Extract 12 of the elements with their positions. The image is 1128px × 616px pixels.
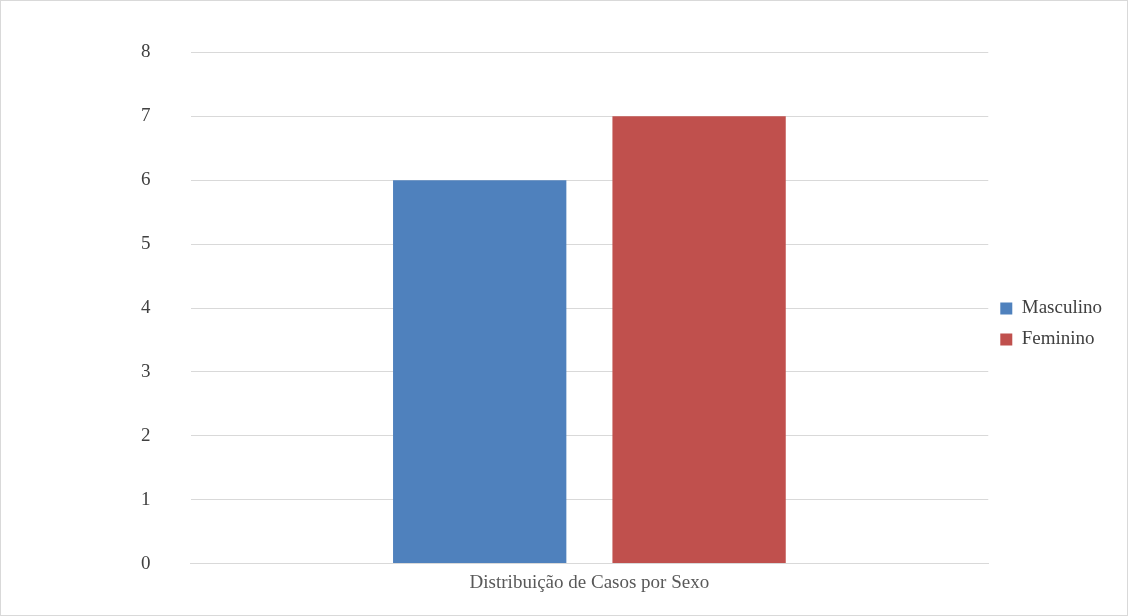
y-tick-label: 4 <box>141 295 151 317</box>
legend-label: Masculino <box>1021 296 1103 318</box>
legend-label: Feminino <box>1021 327 1095 349</box>
y-tick-label: 6 <box>141 168 151 190</box>
y-tick-label: 3 <box>141 359 151 381</box>
y-tick-label: 1 <box>141 487 151 509</box>
y-tick-label: 5 <box>141 232 151 254</box>
y-tick-label: 0 <box>141 551 151 573</box>
y-tick-label: 8 <box>141 40 151 62</box>
x-tick-label: Distribuição de Casos por Sexo <box>469 570 710 592</box>
y-tick-label: 7 <box>141 104 151 126</box>
y-tick-label: 2 <box>141 423 151 445</box>
